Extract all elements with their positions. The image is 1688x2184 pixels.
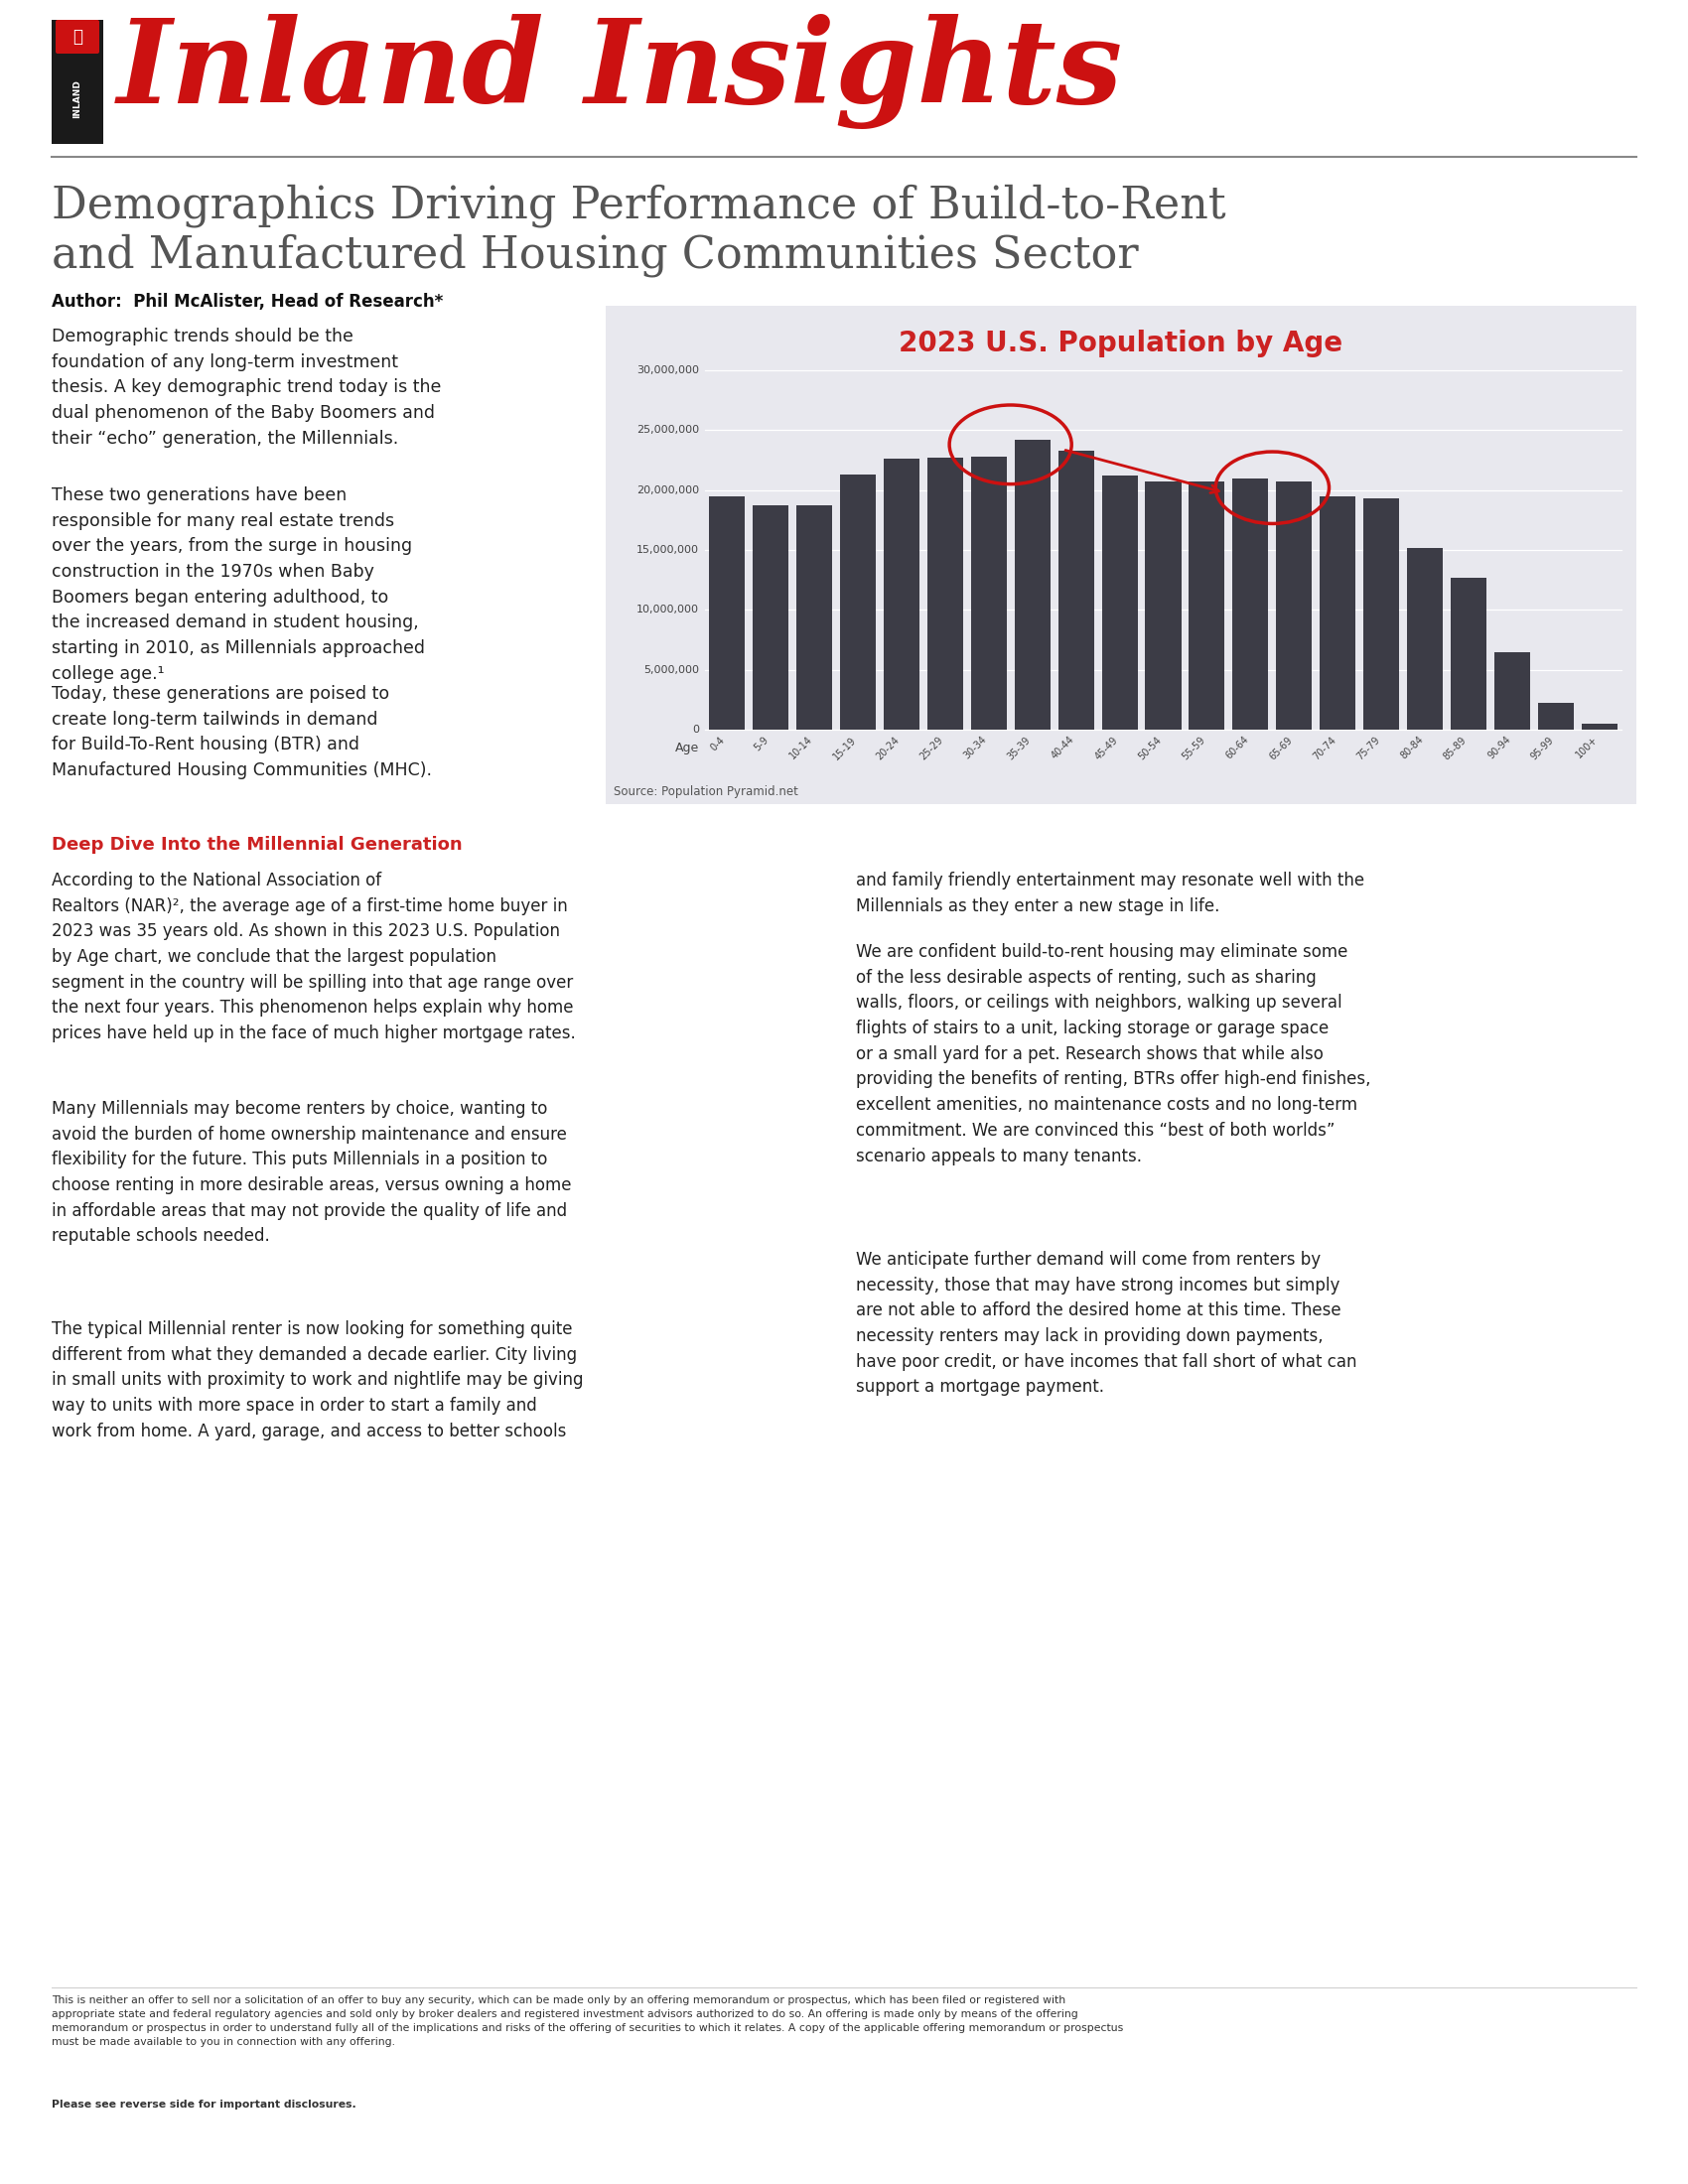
- Text: The typical Millennial renter is now looking for something quite
different from : The typical Millennial renter is now loo…: [52, 1321, 584, 1439]
- Bar: [1014, 439, 1050, 729]
- Text: Inland Insights: Inland Insights: [116, 13, 1123, 129]
- Text: Today, these generations are poised to
create long-term tailwinds in demand
for : Today, these generations are poised to c…: [52, 686, 432, 780]
- Text: 90-94: 90-94: [1485, 734, 1512, 762]
- Bar: [1408, 548, 1443, 729]
- Text: 80-84: 80-84: [1398, 734, 1425, 762]
- Bar: [753, 507, 788, 729]
- Text: 45-49: 45-49: [1092, 734, 1119, 762]
- Bar: [1276, 483, 1312, 729]
- Bar: [797, 507, 832, 729]
- Text: 40-44: 40-44: [1050, 734, 1075, 762]
- Text: 0: 0: [692, 725, 699, 734]
- Text: 65-69: 65-69: [1268, 734, 1295, 762]
- Text: 20-24: 20-24: [874, 734, 901, 762]
- Bar: [709, 496, 744, 729]
- Bar: [52, 20, 103, 144]
- Bar: [1494, 651, 1531, 729]
- Text: These two generations have been
responsible for many real estate trends
over the: These two generations have been responsi…: [52, 487, 425, 684]
- Bar: [1450, 577, 1487, 729]
- Text: 100+: 100+: [1575, 734, 1600, 760]
- Text: 25-29: 25-29: [918, 734, 945, 762]
- Text: Age: Age: [675, 743, 699, 753]
- Bar: [1232, 478, 1268, 729]
- Text: Source: Population Pyramid.net: Source: Population Pyramid.net: [614, 786, 798, 797]
- Bar: [606, 306, 1636, 804]
- Text: Ⓢ: Ⓢ: [73, 28, 83, 46]
- Text: Please see reverse side for important disclosures.: Please see reverse side for important di…: [52, 2099, 356, 2110]
- Text: 2023 U.S. Population by Age: 2023 U.S. Population by Age: [900, 330, 1344, 358]
- Text: 70-74: 70-74: [1312, 734, 1339, 762]
- Text: 10,000,000: 10,000,000: [636, 605, 699, 616]
- Bar: [1582, 723, 1617, 729]
- FancyBboxPatch shape: [56, 20, 100, 55]
- Bar: [1188, 483, 1225, 729]
- Text: and Manufactured Housing Communities Sector: and Manufactured Housing Communities Sec…: [52, 234, 1138, 277]
- Text: 25,000,000: 25,000,000: [636, 426, 699, 435]
- Text: 35-39: 35-39: [1006, 734, 1033, 762]
- Text: Author:  Phil McAlister, Head of Research*: Author: Phil McAlister, Head of Research…: [52, 293, 442, 310]
- Text: According to the National Association of
Realtors (NAR)², the average age of a f: According to the National Association of…: [52, 871, 576, 1042]
- Text: We anticipate further demand will come from renters by
necessity, those that may: We anticipate further demand will come f…: [856, 1251, 1357, 1396]
- Text: 15,000,000: 15,000,000: [636, 546, 699, 555]
- Text: Demographic trends should be the
foundation of any long-term investment
thesis. : Demographic trends should be the foundat…: [52, 328, 441, 448]
- Bar: [1538, 703, 1573, 729]
- Text: 60-64: 60-64: [1224, 734, 1251, 762]
- Text: We are confident build-to-rent housing may eliminate some
of the less desirable : We are confident build-to-rent housing m…: [856, 943, 1371, 1164]
- Text: 50-54: 50-54: [1136, 734, 1163, 762]
- Text: This is neither an offer to sell nor a solicitation of an offer to buy any secur: This is neither an offer to sell nor a s…: [52, 1996, 1123, 2046]
- Bar: [1320, 496, 1355, 729]
- Bar: [1058, 450, 1094, 729]
- Text: 55-59: 55-59: [1180, 734, 1207, 762]
- Text: 0-4: 0-4: [709, 734, 728, 753]
- Bar: [1102, 476, 1138, 729]
- Text: 5,000,000: 5,000,000: [643, 664, 699, 675]
- Text: 10-14: 10-14: [787, 734, 814, 762]
- Bar: [971, 456, 1006, 729]
- Text: 5-9: 5-9: [753, 734, 770, 753]
- Text: INLAND: INLAND: [73, 81, 83, 118]
- Text: 20,000,000: 20,000,000: [636, 485, 699, 496]
- FancyArrowPatch shape: [1065, 450, 1219, 494]
- Text: 15-19: 15-19: [830, 734, 858, 762]
- Bar: [927, 459, 962, 729]
- Bar: [1364, 498, 1399, 729]
- Text: 95-99: 95-99: [1529, 734, 1556, 762]
- Text: 85-89: 85-89: [1442, 734, 1469, 762]
- Bar: [1146, 483, 1182, 729]
- Text: Deep Dive Into the Millennial Generation: Deep Dive Into the Millennial Generation: [52, 836, 463, 854]
- Text: 75-79: 75-79: [1354, 734, 1381, 762]
- Text: Many Millennials may become renters by choice, wanting to
avoid the burden of ho: Many Millennials may become renters by c…: [52, 1101, 572, 1245]
- Bar: [883, 459, 920, 729]
- Text: and family friendly entertainment may resonate well with the
Millennials as they: and family friendly entertainment may re…: [856, 871, 1364, 915]
- Text: 30-34: 30-34: [962, 734, 989, 762]
- Text: Demographics Driving Performance of Build-to-Rent: Demographics Driving Performance of Buil…: [52, 183, 1225, 227]
- Bar: [841, 474, 876, 729]
- Text: 30,000,000: 30,000,000: [636, 365, 699, 376]
